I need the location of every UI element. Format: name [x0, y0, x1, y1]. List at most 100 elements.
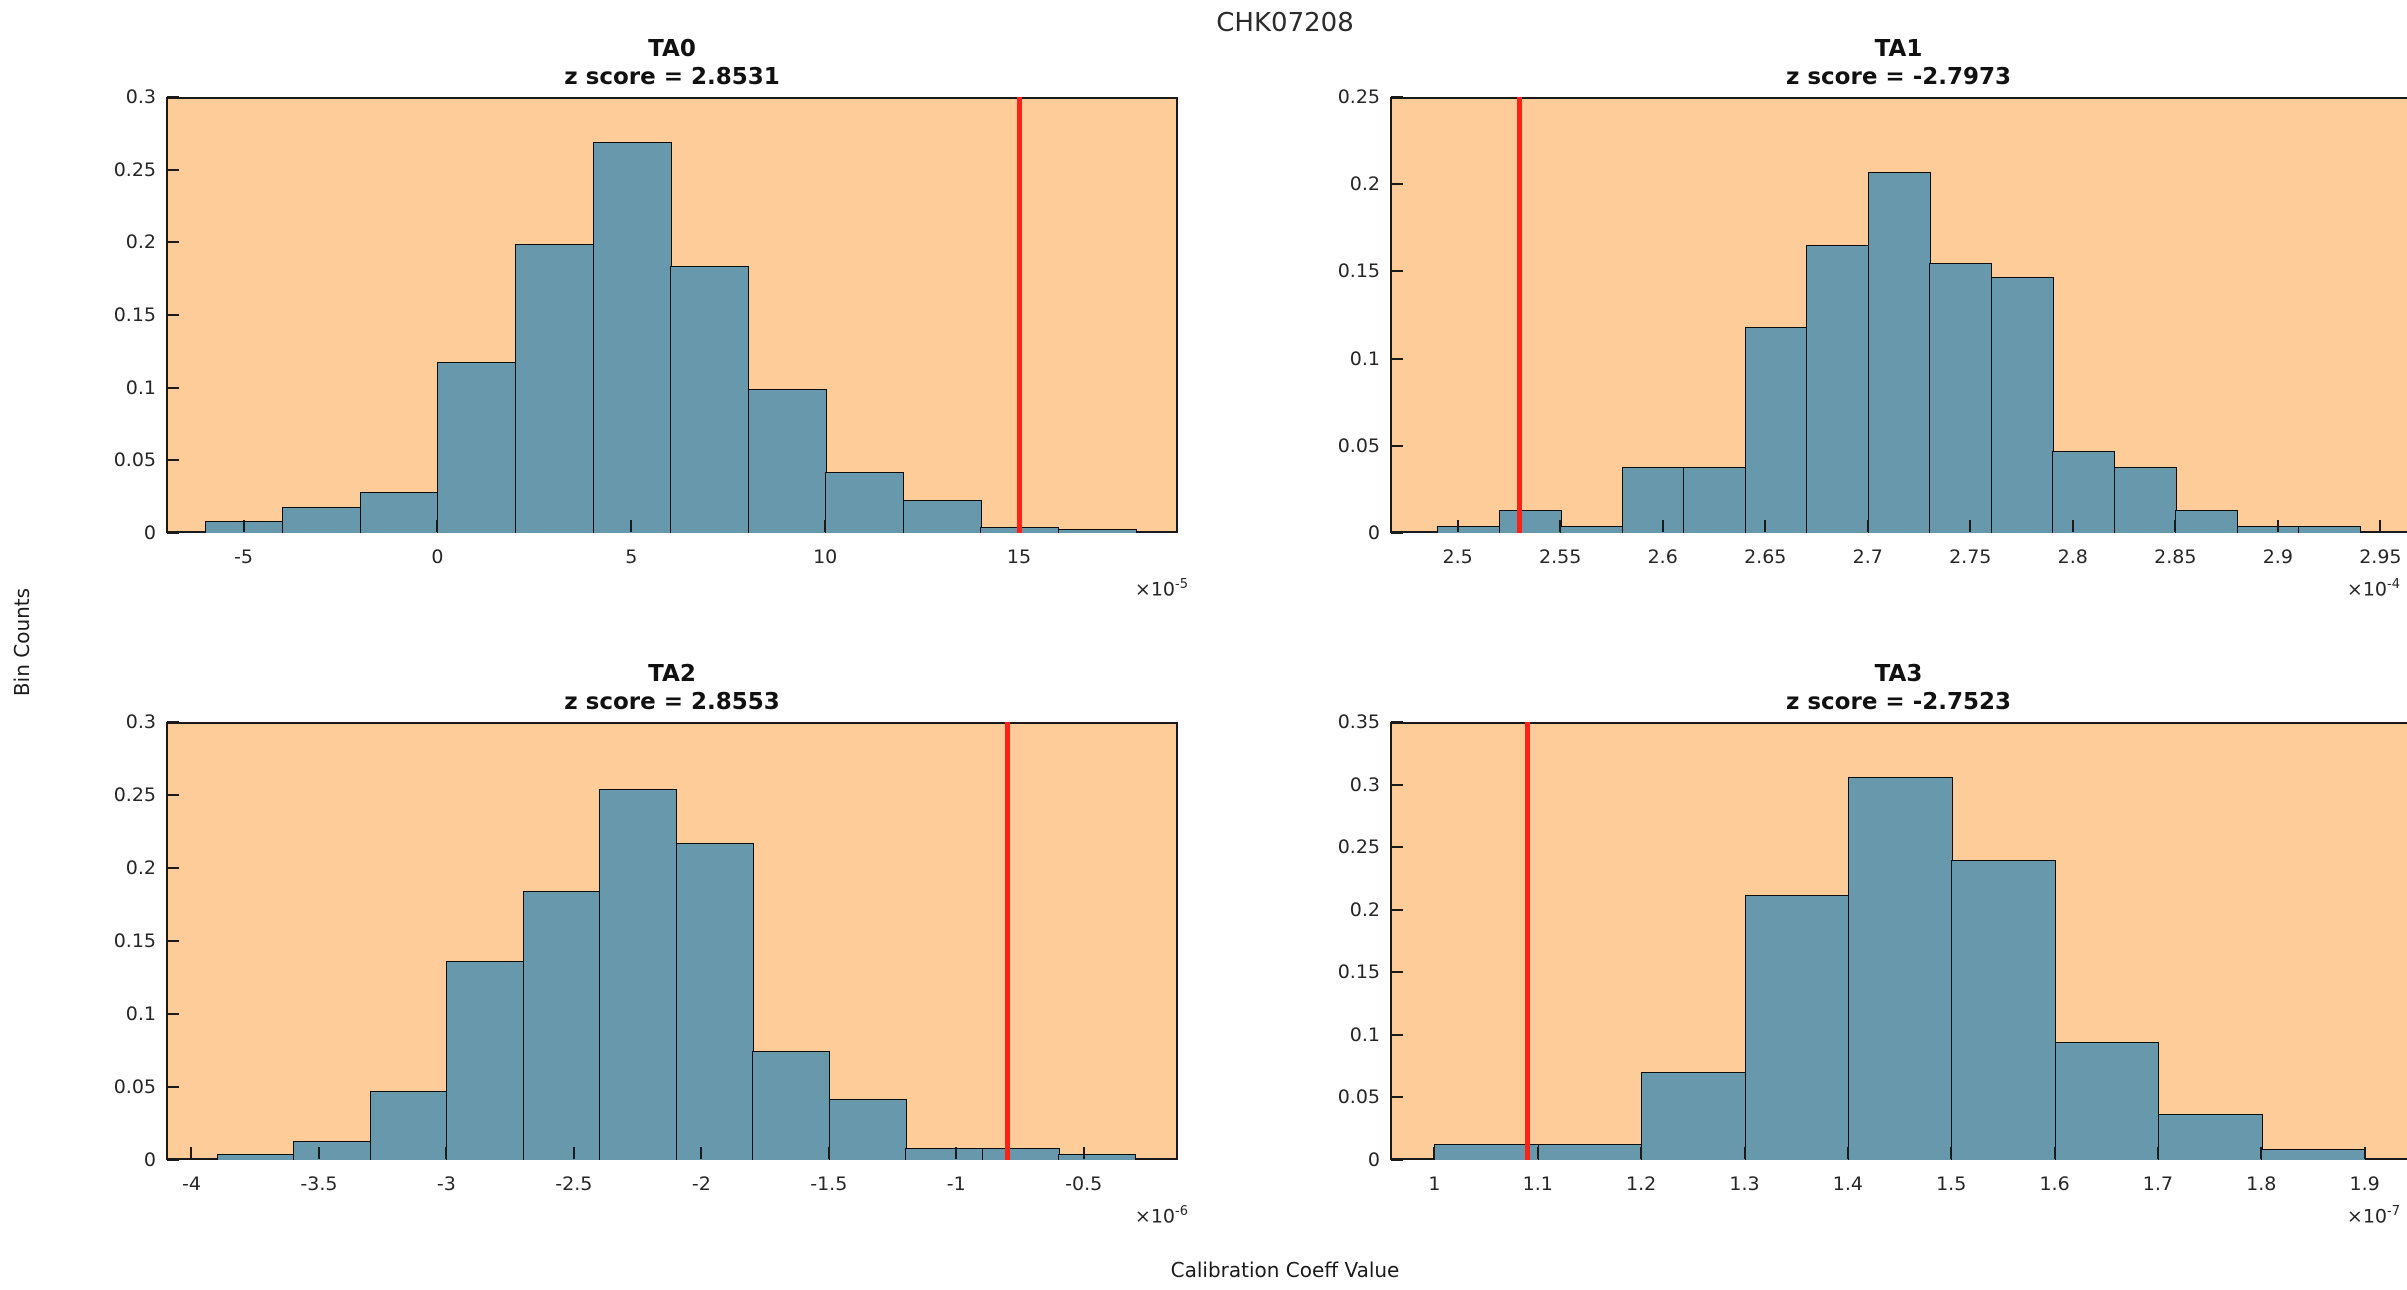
histogram-bar [2157, 1113, 2263, 1160]
x-axis-exponent-label: ×10-6 [1134, 1204, 1188, 1228]
histogram-bar [592, 142, 672, 533]
y-tick-mark [1391, 971, 1403, 974]
x-tick-label: 1.4 [1832, 1173, 1863, 1195]
y-tick-mark [1391, 721, 1403, 723]
histogram-bar [216, 1154, 295, 1160]
y-tick-mark [1391, 846, 1403, 849]
subplot-title-ta2: TA2 z score = 2.8553 [166, 660, 1178, 716]
y-tick-label: 0 [1367, 1149, 1380, 1171]
histogram-bar [1847, 777, 1953, 1160]
subplot-title-text: TA1 [1874, 36, 1923, 62]
y-tick-mark [1391, 908, 1403, 911]
histogram-bar [1990, 276, 2054, 533]
histogram-bar [1498, 510, 1562, 533]
x-tick-mark [317, 1147, 320, 1159]
x-tick-mark [2363, 1147, 2366, 1159]
x-tick-mark [1433, 1147, 1436, 1159]
x-tick-mark [827, 1147, 830, 1159]
histogram-bar [2175, 510, 2239, 533]
histogram-bar [1929, 262, 1993, 533]
histogram-bar [2113, 466, 2177, 533]
histogram-bar [1744, 894, 1850, 1160]
x-tick-label: 2.75 [1949, 546, 1992, 568]
histogram-bar [675, 843, 754, 1160]
x-tick-label: 1.9 [2349, 1173, 2380, 1195]
x-axis-exponent-label: ×10-7 [2346, 1204, 2400, 1228]
y-tick-label: 0.2 [1349, 898, 1380, 921]
x-tick-label: -3.5 [300, 1173, 338, 1195]
x-tick-mark [1456, 520, 1459, 532]
histogram-bar [599, 789, 678, 1160]
x-tick-mark [190, 1147, 193, 1159]
y-tick-label: 0.15 [1337, 260, 1380, 283]
x-tick-label: 1.8 [2246, 1173, 2277, 1195]
subplot-title-text: TA0 [648, 36, 696, 62]
histogram-bar [369, 1091, 448, 1160]
histogram-bar [1951, 859, 2057, 1160]
y-tick-mark [167, 721, 179, 723]
y-tick-label: 0.05 [113, 449, 156, 472]
y-tick-mark [1391, 783, 1403, 786]
x-tick-label: 2.9 [2262, 546, 2293, 568]
x-tick-label: 1.5 [1936, 1173, 1967, 1195]
x-tick-label: 1.7 [2142, 1173, 2174, 1195]
y-tick-mark [167, 241, 179, 244]
x-tick-label: 5 [625, 546, 638, 568]
y-tick-mark [167, 459, 179, 462]
y-tick-label: 0 [1367, 522, 1380, 544]
x-tick-mark [2379, 520, 2382, 532]
x-tick-mark [1764, 520, 1767, 532]
x-tick-label: 1.3 [1729, 1173, 1760, 1195]
y-tick-mark [167, 168, 179, 171]
y-tick-label: 0.3 [125, 711, 156, 733]
y-tick-label: 0.3 [1349, 773, 1380, 796]
histogram-bar [1434, 1143, 1540, 1160]
histogram-bar [1621, 466, 1685, 533]
x-tick-label: 0 [431, 546, 444, 568]
figure-title: CHK07208 [1216, 8, 1354, 38]
y-tick-label: 0.15 [113, 304, 156, 326]
x-tick-label: 1.6 [2039, 1173, 2070, 1195]
y-tick-label: 0.1 [1349, 347, 1380, 370]
histogram-bar [522, 891, 601, 1160]
y-tick-label: 0.2 [1349, 173, 1380, 196]
histogram-bar [1641, 1072, 1746, 1160]
histogram-bar [437, 361, 517, 533]
y-tick-mark [167, 794, 179, 796]
x-tick-mark [445, 1147, 448, 1159]
histogram-bar [293, 1141, 372, 1160]
subplot-zscore-text: z score = -2.7523 [1785, 689, 2012, 715]
histogram-bar [446, 961, 525, 1160]
x-tick-mark [2071, 520, 2074, 532]
x-tick-label: 10 [813, 546, 838, 568]
x-tick-mark [1743, 1147, 1746, 1159]
x-tick-label: 2.65 [1744, 546, 1787, 568]
y-tick-mark [167, 1159, 179, 1161]
y-tick-label: 0.15 [1337, 961, 1380, 984]
x-tick-label: -4 [182, 1173, 201, 1195]
histogram-bar [1683, 466, 1747, 533]
y-tick-label: 0.25 [113, 158, 156, 181]
x-tick-mark [2156, 1147, 2159, 1159]
x-tick-label: 2.5 [1442, 546, 1473, 568]
y-tick-mark [167, 1086, 179, 1088]
x-tick-label: 2.8 [2057, 546, 2088, 568]
histogram-bar [825, 471, 905, 533]
subplot-title-ta1: TA1 z score = -2.7973 [1390, 35, 2407, 91]
red-marker-line [1516, 97, 1522, 533]
y-tick-mark [1391, 1096, 1403, 1099]
histogram-bar [1744, 327, 1808, 533]
y-tick-mark [1391, 1033, 1403, 1036]
exponent-power: -5 [1175, 577, 1188, 592]
y-tick-mark [1391, 1159, 1403, 1161]
x-tick-mark [1969, 520, 1972, 532]
histogram-bar [514, 243, 594, 533]
y-tick-label: 0.1 [125, 376, 156, 399]
x-tick-mark [2260, 1147, 2263, 1159]
y-tick-label: 0.25 [1337, 836, 1380, 859]
subplot-zscore-text: z score = -2.7973 [1785, 64, 2012, 90]
x-tick-mark [824, 520, 827, 532]
x-tick-label: -2.5 [555, 1173, 593, 1195]
red-marker-line [1016, 97, 1022, 533]
